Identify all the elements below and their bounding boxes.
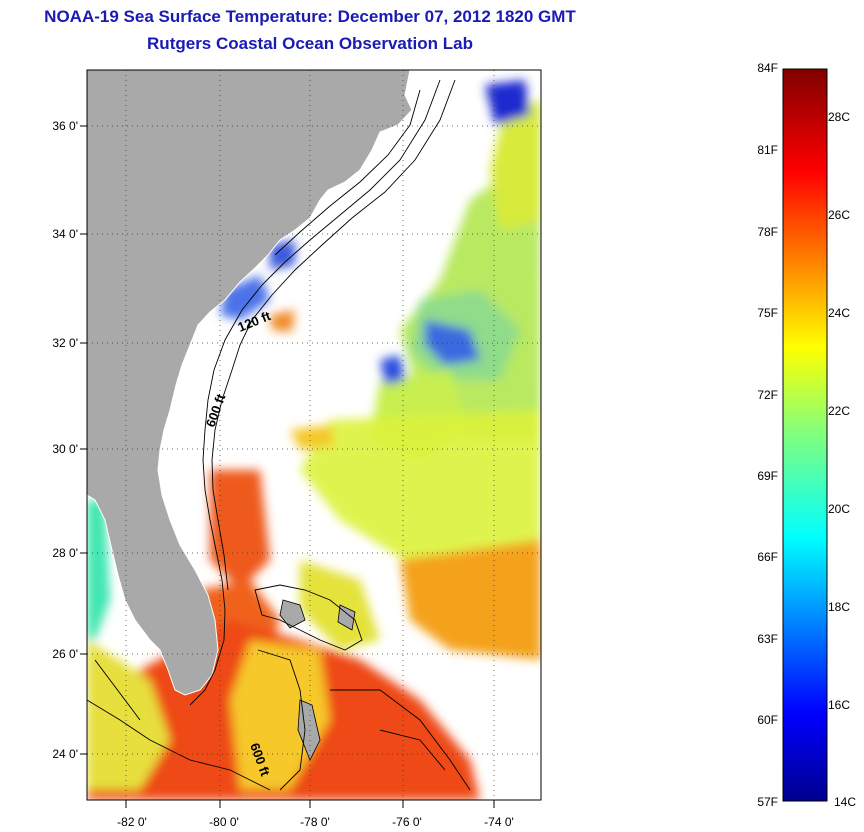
colorbar-f-label: 84F [757,61,778,75]
colorbar-c-label: 16C [828,698,851,712]
lat-label: 32 0' [52,336,78,350]
lon-label: -74 0' [484,815,514,829]
colorbar-f-label: 63F [757,632,778,646]
colorbar-f-label: 60F [757,713,778,727]
colorbar-c-label: 20C [828,502,851,516]
colorbar-f-label: 66F [757,550,778,564]
lon-label: -78 0' [300,815,330,829]
bahamas-land [279,599,306,629]
colorbar-f-label: 75F [757,306,778,320]
colorbar-c-label: 22C [828,404,851,418]
lat-label: 36 0' [52,119,78,133]
bathymetry-contours [87,79,471,791]
map-title: NOAA-19 Sea Surface Temperature: Decembe… [44,7,576,26]
lon-label: -82 0' [117,815,147,829]
lat-label: 30 0' [52,442,78,456]
us-coastline-land [87,70,413,696]
colorbar-c-label: 28C [828,110,851,124]
colorbar-c-label: 18C [828,600,851,614]
colorbar-f-label: 69F [757,469,778,483]
lat-label: 28 0' [52,546,78,560]
bahamas-land [337,604,356,631]
graticule [87,70,541,800]
colorbar-gradient [782,68,828,802]
lat-label: 26 0' [52,647,78,661]
lon-label: -76 0' [392,815,422,829]
map-area: 120 ft 600 ft 600 ft [87,70,541,800]
colorbar-f-label: 81F [757,143,778,157]
colorbar-c-label: 26C [828,208,851,222]
colorbar-f-label: 72F [757,388,778,402]
map-frame [86,69,542,801]
lat-label: 24 0' [52,747,78,761]
axis-ticks [80,125,495,808]
colorbar-f-label: 57F [757,795,778,809]
colorbar-c-label: 14C [834,795,857,809]
colorbar-c-label: 24C [828,306,851,320]
lon-label: -80 0' [209,815,239,829]
colorbar-f-label: 78F [757,225,778,239]
map-subtitle: Rutgers Coastal Ocean Observation Lab [147,34,473,53]
lat-label: 34 0' [52,227,78,241]
